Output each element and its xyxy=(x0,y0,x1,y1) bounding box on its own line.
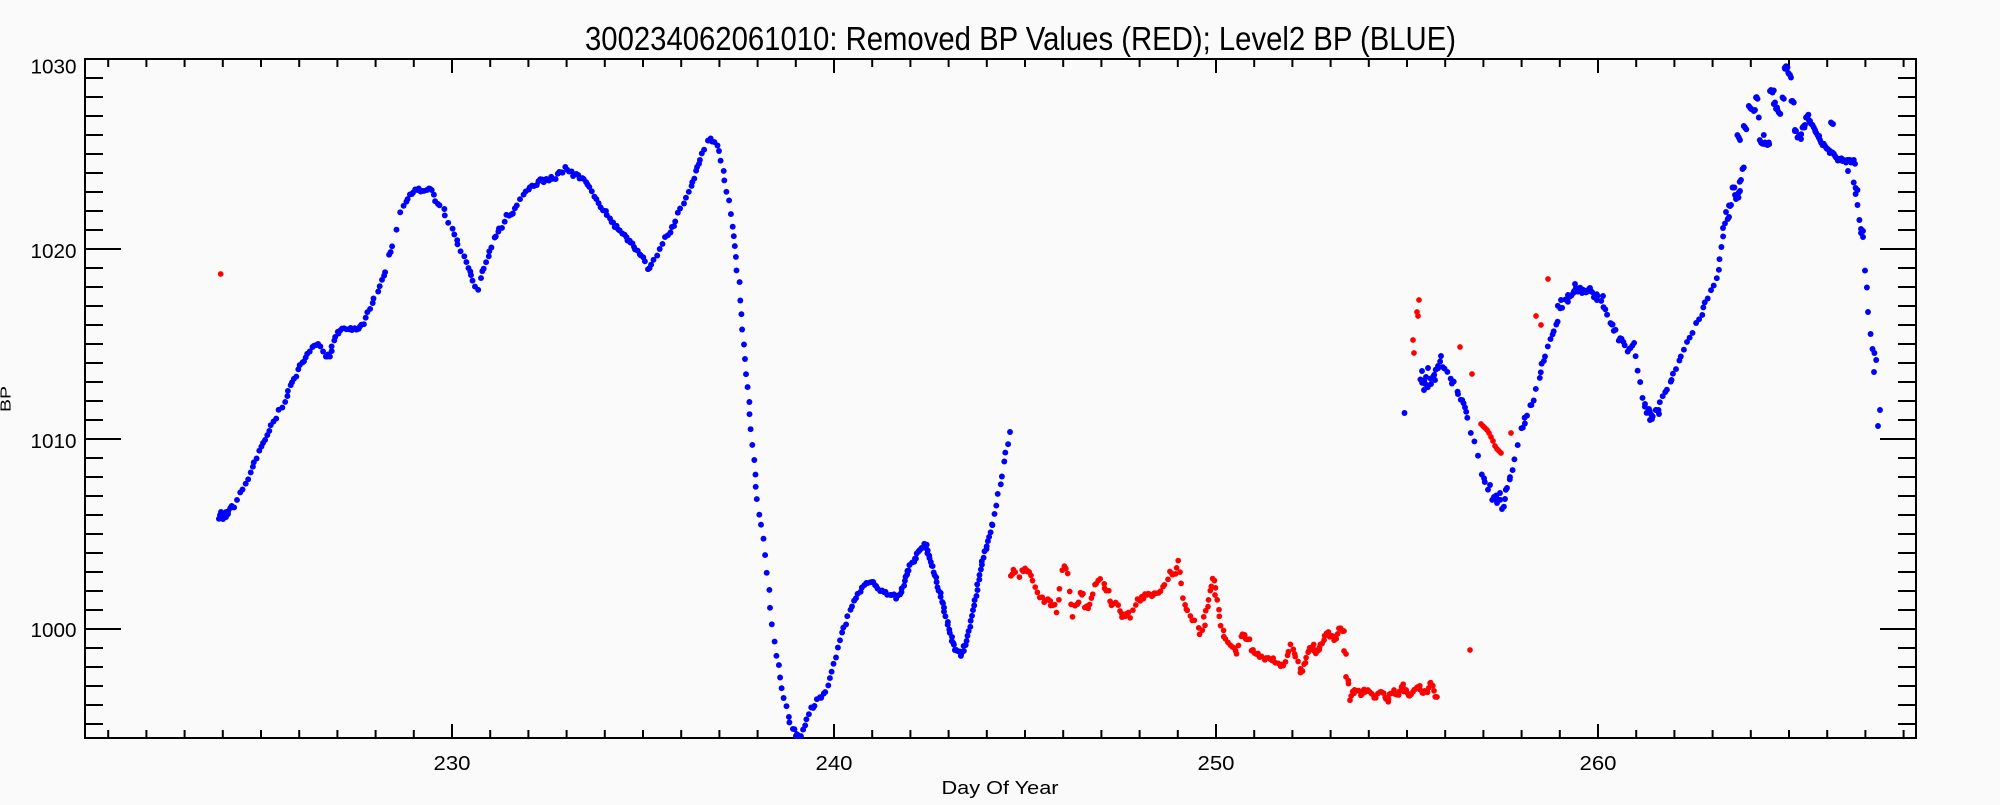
svg-text:1020: 1020 xyxy=(31,240,77,263)
svg-text:250: 250 xyxy=(1198,752,1235,775)
svg-text:1030: 1030 xyxy=(31,56,77,79)
svg-text:260: 260 xyxy=(1580,752,1617,775)
svg-text:230: 230 xyxy=(434,752,471,775)
svg-text:1000: 1000 xyxy=(31,619,77,642)
svg-text:Day Of Year: Day Of Year xyxy=(942,777,1059,798)
svg-text:BP: BP xyxy=(0,386,15,412)
svg-text:300234062061010: Removed BP Va: 300234062061010: Removed BP Values (RED)… xyxy=(585,20,1456,57)
svg-text:240: 240 xyxy=(816,752,853,775)
svg-text:1010: 1010 xyxy=(31,430,77,453)
